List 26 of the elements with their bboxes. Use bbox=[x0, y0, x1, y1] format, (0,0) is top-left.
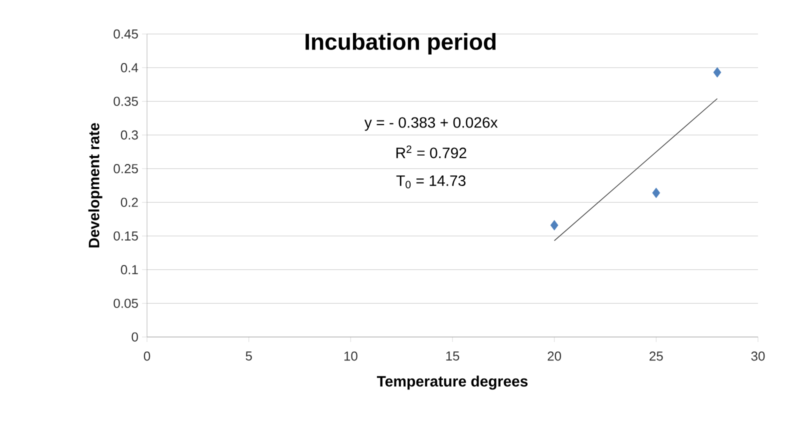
y-tick-label: 0 bbox=[132, 332, 138, 342]
x-tick-label: 20 bbox=[548, 352, 562, 361]
x-tick-label: 15 bbox=[446, 352, 460, 361]
y-tick-label: 0.1 bbox=[120, 265, 138, 274]
y-axis-title: Development rate bbox=[88, 123, 102, 248]
x-tick-label: 30 bbox=[751, 352, 765, 361]
annotation: T$_{0}$ = 14.73 bbox=[396, 175, 466, 188]
annotation: R$^{2}$ = 0.792 bbox=[396, 146, 466, 158]
x-axis-title: Temperature degrees bbox=[376, 376, 528, 390]
x-tick-label: 25 bbox=[650, 352, 663, 361]
y-tick-label: 0.05 bbox=[114, 298, 138, 308]
annotation: y = - 0.383 + 0.026x bbox=[364, 117, 498, 131]
y-tick-label: 0.35 bbox=[114, 96, 138, 106]
y-tick-label: 0.25 bbox=[114, 164, 138, 174]
y-tick-label: 0.4 bbox=[120, 63, 138, 72]
point bbox=[652, 188, 660, 198]
x-tick-label: 0 bbox=[144, 352, 150, 361]
point bbox=[713, 67, 722, 78]
chart-title: Incubation period bbox=[306, 33, 496, 54]
y-tick-label: 0.45 bbox=[114, 29, 138, 39]
y-tick-label: 0.3 bbox=[120, 130, 138, 140]
x-tick-label: 5 bbox=[246, 352, 252, 361]
point bbox=[550, 220, 558, 230]
x-tick-label: 10 bbox=[344, 352, 358, 361]
y-tick-label: 0.2 bbox=[120, 198, 138, 207]
y-tick-label: 0.15 bbox=[114, 231, 138, 241]
